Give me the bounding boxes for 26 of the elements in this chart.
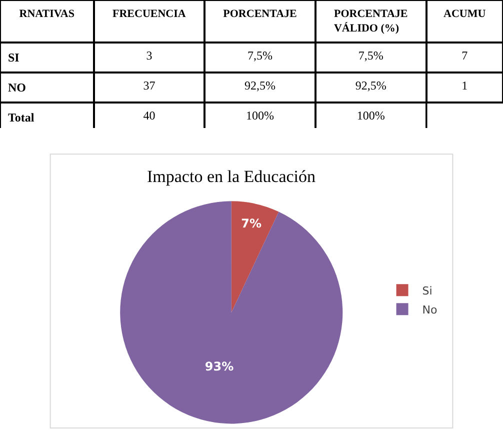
category-label: RNATIVAS [19,8,75,20]
text: 92,5% [355,78,386,92]
text: 40 [143,108,156,122]
category-label: NO [8,80,26,94]
legend-label: No [422,303,438,316]
category-label: FRECUENCIA [112,8,186,20]
pie-slice [231,201,279,312]
category-label: PORCENTAJE VÁLIDO (%) [334,8,408,34]
data-label: 93% [204,360,234,374]
category-label: ACUMU [444,8,486,20]
text: 1 [462,78,468,92]
text: 7,5% [358,48,384,62]
category-label: PORCENTAJE [223,8,297,20]
text: 100% [356,108,385,122]
text: 92,5% [244,78,276,92]
text: 7 [462,48,468,62]
text: 3 [146,48,152,62]
category-label: Total [8,110,34,124]
data-label: 7% [241,216,262,230]
legend-label: Si [422,284,432,298]
text: 37 [143,78,156,92]
category-label: SI [8,50,20,64]
text: 7,5% [248,48,273,62]
text: 100% [246,108,274,122]
chart-title: Impacto en la Educación [147,167,316,186]
pie-slice [120,201,343,424]
